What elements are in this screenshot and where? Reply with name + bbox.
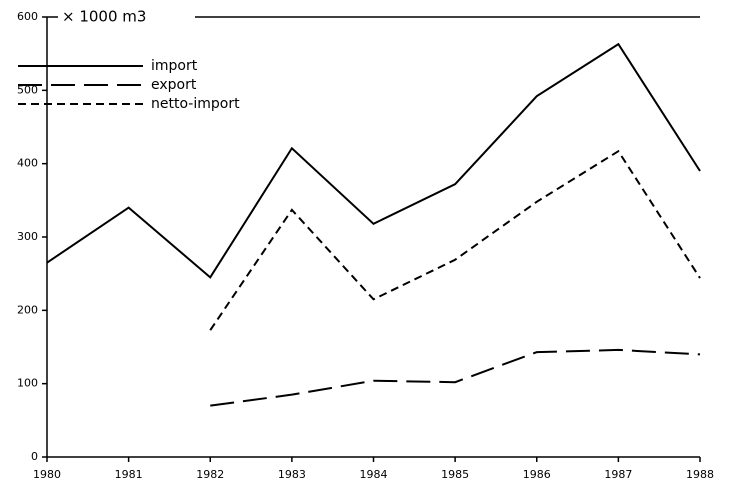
x-tick-label: 1985 [441, 468, 469, 481]
data-line [210, 348, 701, 407]
legend-label: netto-import [151, 96, 240, 112]
x-tick-label: 1986 [523, 468, 551, 481]
y-tick-label: 500 [17, 83, 38, 96]
y-tick-label: 200 [17, 303, 38, 316]
x-tick-label: 1982 [196, 468, 224, 481]
y-tick-label: 0 [31, 450, 38, 463]
legend-label: import [151, 58, 198, 74]
y-axis-label: × 1000 m3 [62, 8, 146, 26]
x-tick-label: 1983 [278, 468, 306, 481]
y-tick-label: 100 [17, 377, 38, 390]
x-tick-label: 1980 [33, 468, 61, 481]
x-tick-label: 1984 [360, 468, 388, 481]
y-tick-label: 400 [17, 157, 38, 170]
x-tick-label: 1981 [115, 468, 143, 481]
x-tick-label: 1988 [686, 468, 714, 481]
y-tick-label: 600 [17, 10, 38, 23]
data-line [46, 42, 701, 279]
x-tick-label: 1987 [604, 468, 632, 481]
data-line [209, 149, 701, 331]
legend-label: export [151, 77, 197, 93]
y-tick-label: 300 [17, 230, 38, 243]
